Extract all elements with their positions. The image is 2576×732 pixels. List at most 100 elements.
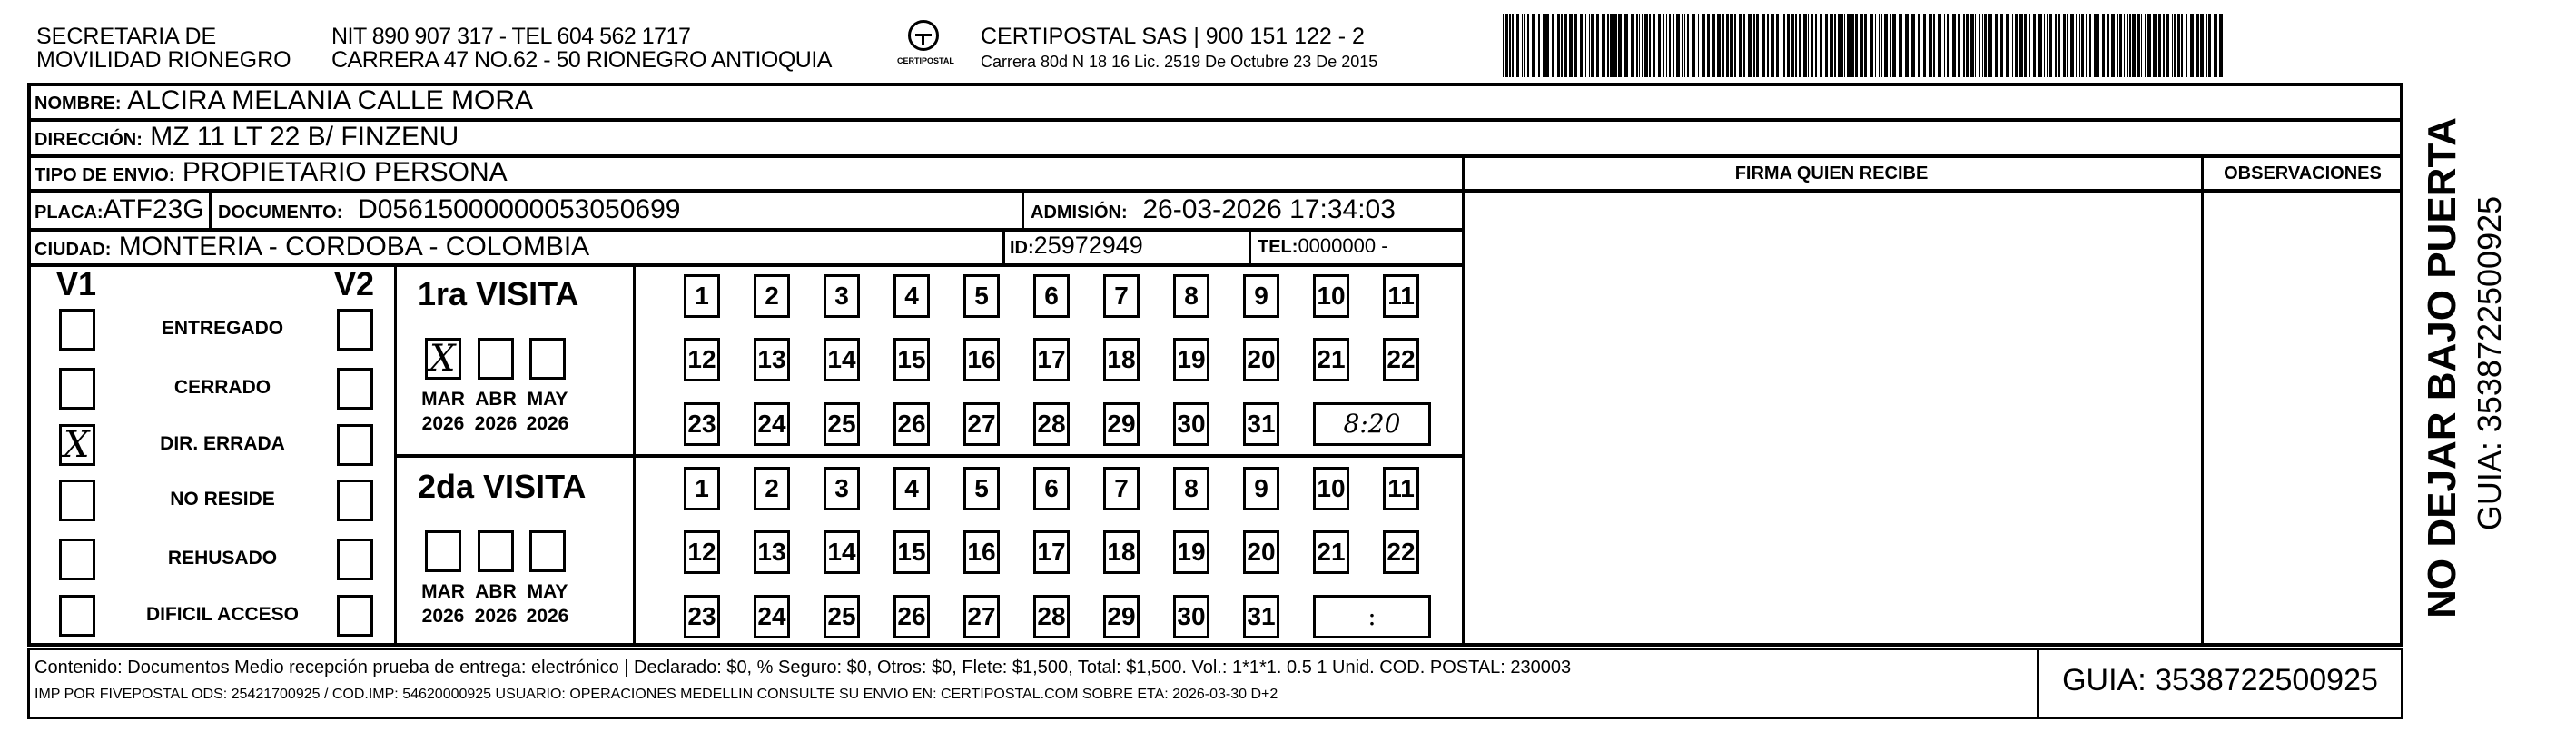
- month-checkbox[interactable]: [478, 530, 514, 572]
- day-box[interactable]: 6: [1033, 274, 1070, 318]
- barcode-bar: [2012, 14, 2013, 77]
- day-box[interactable]: 31: [1243, 402, 1279, 446]
- day-box[interactable]: 25: [824, 595, 860, 638]
- barcode-bar: [1545, 14, 1549, 77]
- v1-checkbox[interactable]: [59, 309, 95, 351]
- v1-checkbox[interactable]: X: [59, 424, 95, 466]
- v1-checkbox[interactable]: [59, 539, 95, 580]
- day-box[interactable]: 13: [754, 338, 790, 381]
- day-box[interactable]: 8: [1173, 467, 1209, 510]
- day-box[interactable]: 1: [684, 467, 720, 510]
- day-box[interactable]: 23: [684, 402, 720, 446]
- day-box[interactable]: 18: [1103, 338, 1140, 381]
- day-box[interactable]: 17: [1033, 530, 1070, 574]
- day-box[interactable]: 26: [893, 595, 930, 638]
- v1-checkbox[interactable]: [59, 480, 95, 521]
- v1-checkbox[interactable]: [59, 595, 95, 637]
- v2-checkbox[interactable]: [337, 595, 373, 637]
- day-box[interactable]: 8: [1173, 274, 1209, 318]
- v2-checkbox[interactable]: [337, 424, 373, 466]
- day-box[interactable]: 25: [824, 402, 860, 446]
- time-box[interactable]: :: [1313, 595, 1431, 638]
- barcode-bar: [2177, 14, 2180, 77]
- day-box[interactable]: 6: [1033, 467, 1070, 510]
- day-box[interactable]: 31: [1243, 595, 1279, 638]
- day-box[interactable]: 19: [1173, 338, 1209, 381]
- day-box[interactable]: 9: [1243, 274, 1279, 318]
- day-box[interactable]: 22: [1383, 338, 1419, 381]
- day-box[interactable]: 10: [1313, 274, 1349, 318]
- day-box[interactable]: 21: [1313, 338, 1349, 381]
- day-box[interactable]: 28: [1033, 402, 1070, 446]
- month-checkbox[interactable]: [425, 530, 461, 572]
- v2-checkbox[interactable]: [337, 309, 373, 351]
- day-box[interactable]: 2: [754, 467, 790, 510]
- day-box[interactable]: 7: [1103, 467, 1140, 510]
- v2-checkbox[interactable]: [337, 480, 373, 521]
- day-box[interactable]: 28: [1033, 595, 1070, 638]
- day-box[interactable]: 5: [963, 274, 1000, 318]
- barcode-bar: [1666, 14, 1667, 77]
- v2-checkbox[interactable]: [337, 539, 373, 580]
- day-box[interactable]: 24: [754, 595, 790, 638]
- barcode-bar: [1938, 14, 1941, 77]
- day-box[interactable]: 29: [1103, 595, 1140, 638]
- day-box[interactable]: 17: [1033, 338, 1070, 381]
- v1-checkbox[interactable]: [59, 368, 95, 410]
- day-box[interactable]: 10: [1313, 467, 1349, 510]
- month-label: ABR: [475, 581, 517, 602]
- day-box[interactable]: 9: [1243, 467, 1279, 510]
- barcode-bar: [1825, 14, 1828, 77]
- day-box[interactable]: 23: [684, 595, 720, 638]
- day-box[interactable]: 7: [1103, 274, 1140, 318]
- month-checkbox[interactable]: [478, 338, 514, 380]
- day-box[interactable]: 2: [754, 274, 790, 318]
- time-box[interactable]: 8:20: [1313, 402, 1431, 446]
- day-box[interactable]: 12: [684, 530, 720, 574]
- day-box[interactable]: 1: [684, 274, 720, 318]
- barcode-bar: [1820, 14, 1822, 77]
- day-box[interactable]: 13: [754, 530, 790, 574]
- v2-checkbox[interactable]: [337, 368, 373, 410]
- barcode-bar: [1524, 14, 1525, 77]
- day-box[interactable]: 20: [1243, 530, 1279, 574]
- day-box[interactable]: 22: [1383, 530, 1419, 574]
- day-box[interactable]: 18: [1103, 530, 1140, 574]
- month-checkbox[interactable]: X: [425, 338, 461, 380]
- day-box[interactable]: 16: [963, 530, 1000, 574]
- day-box[interactable]: 15: [893, 338, 930, 381]
- day-box[interactable]: 14: [824, 530, 860, 574]
- divider: [1022, 189, 1024, 228]
- day-box[interactable]: 27: [963, 402, 1000, 446]
- day-box[interactable]: 20: [1243, 338, 1279, 381]
- barcode-bar: [1503, 14, 1504, 77]
- day-box[interactable]: 26: [893, 402, 930, 446]
- footer-guia: GUIA: 3538722500925: [2062, 663, 2378, 697]
- year-label: 2026: [526, 413, 569, 434]
- barcode-bar: [2076, 14, 2077, 77]
- day-box[interactable]: 11: [1383, 467, 1419, 510]
- day-box[interactable]: 15: [893, 530, 930, 574]
- day-box[interactable]: 16: [963, 338, 1000, 381]
- barcode-bar: [2063, 14, 2066, 77]
- day-box[interactable]: 19: [1173, 530, 1209, 574]
- barcode-bar: [1982, 14, 1983, 77]
- day-box[interactable]: 14: [824, 338, 860, 381]
- barcode-bar: [2127, 14, 2128, 77]
- day-box[interactable]: 3: [824, 274, 860, 318]
- day-box[interactable]: 24: [754, 402, 790, 446]
- day-box[interactable]: 4: [893, 467, 930, 510]
- day-box[interactable]: 12: [684, 338, 720, 381]
- barcode-bar: [1610, 14, 1614, 77]
- day-box[interactable]: 21: [1313, 530, 1349, 574]
- day-box[interactable]: 30: [1173, 595, 1209, 638]
- day-box[interactable]: 4: [893, 274, 930, 318]
- day-box[interactable]: 3: [824, 467, 860, 510]
- day-box[interactable]: 29: [1103, 402, 1140, 446]
- day-box[interactable]: 27: [963, 595, 1000, 638]
- month-checkbox[interactable]: [529, 530, 566, 572]
- month-checkbox[interactable]: [529, 338, 566, 380]
- day-box[interactable]: 5: [963, 467, 1000, 510]
- day-box[interactable]: 30: [1173, 402, 1209, 446]
- day-box[interactable]: 11: [1383, 274, 1419, 318]
